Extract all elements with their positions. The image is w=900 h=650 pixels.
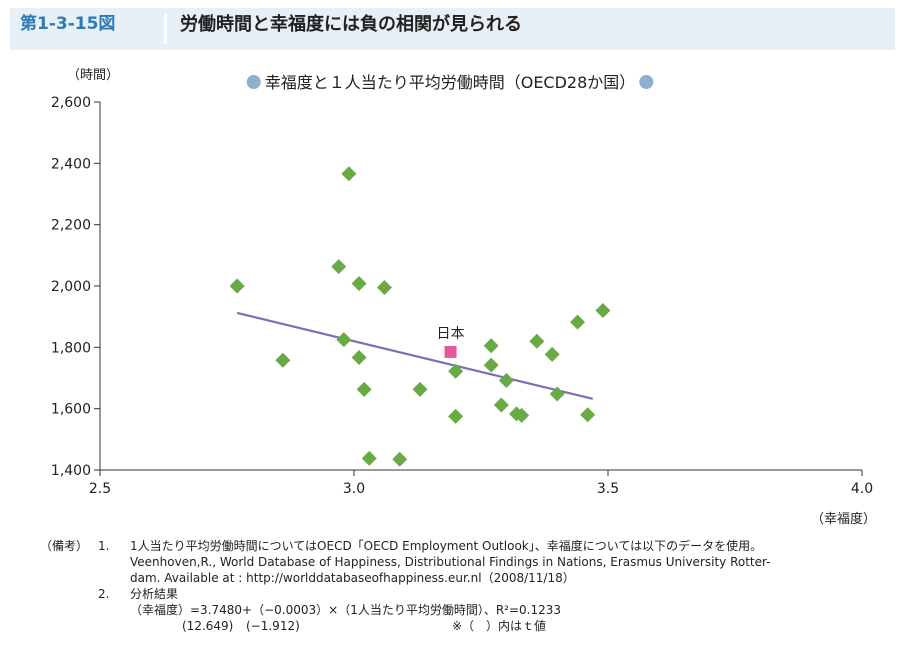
chart-title-group: 幸福度と１人当たり平均労働時間（OECD28か国） bbox=[246, 73, 654, 92]
data-point bbox=[498, 372, 514, 388]
regression-formula: （幸福度）=3.7480+（−0.0003）×（1人当たり平均労働時間）、R²=… bbox=[130, 603, 562, 617]
x-tick-label: 4.0 bbox=[851, 481, 873, 497]
y-tick-label: 2,200 bbox=[51, 218, 91, 234]
t-values-line: (12.649) (−1.912) ※（ ）内はｔ値 bbox=[40, 618, 890, 634]
notes-section: （備考） 1. 1人当たり平均労働時間についてはOECD「OECD Employ… bbox=[40, 538, 890, 634]
data-point bbox=[514, 407, 530, 423]
figure-number: 第1-3-15図 bbox=[20, 14, 116, 34]
t-value: (−1.912) bbox=[246, 619, 300, 633]
data-point bbox=[549, 386, 565, 402]
note-number: 2. bbox=[98, 587, 110, 601]
figure-title: 労働時間と幸福度には負の相関が見られる bbox=[180, 14, 522, 35]
note-text: 分析結果 bbox=[130, 587, 179, 601]
data-point bbox=[448, 408, 464, 424]
figure-header: 第1-3-15図 労働時間と幸福度には負の相関が見られる bbox=[10, 8, 895, 50]
data-point bbox=[570, 314, 586, 330]
data-point bbox=[361, 450, 377, 466]
data-point bbox=[341, 166, 357, 182]
data-point bbox=[493, 397, 509, 413]
y-tick-label: 2,400 bbox=[51, 156, 91, 172]
title-bullet-right bbox=[639, 75, 654, 89]
point-label: 日本 bbox=[437, 326, 465, 342]
data-point bbox=[229, 278, 245, 294]
data-point bbox=[356, 381, 372, 397]
notes-head: （備考） bbox=[40, 539, 89, 553]
note-number: 1. bbox=[98, 539, 110, 553]
x-tick-label: 3.0 bbox=[343, 481, 365, 497]
note-text: 1人当たり平均労働時間についてはOECD「OECD Employment Out… bbox=[130, 539, 763, 553]
header-divider bbox=[164, 14, 167, 44]
x-tick-label: 2.5 bbox=[89, 481, 111, 497]
data-point bbox=[483, 357, 499, 373]
data-point bbox=[351, 276, 367, 292]
data-point bbox=[529, 333, 545, 349]
y-tick-label: 1,600 bbox=[51, 402, 91, 418]
data-point bbox=[336, 332, 352, 348]
note-text: Veenhoven,R., World Database of Happines… bbox=[130, 555, 771, 569]
t-value: (12.649) bbox=[182, 619, 234, 633]
y-tick-label: 2,000 bbox=[51, 279, 91, 295]
data-point bbox=[544, 346, 560, 362]
note-item-2: 2. 分析結果 bbox=[40, 586, 890, 602]
data-point bbox=[392, 451, 408, 467]
y-tick-label: 1,400 bbox=[51, 463, 91, 479]
title-bullet-left bbox=[246, 75, 261, 89]
note-text: dam. Available at : http://worlddatabase… bbox=[130, 571, 575, 585]
data-point bbox=[580, 407, 596, 423]
trend-line bbox=[236, 311, 594, 400]
japan-data-point bbox=[444, 345, 457, 358]
x-tick-label: 3.5 bbox=[597, 481, 619, 497]
data-point bbox=[483, 338, 499, 354]
data-point bbox=[376, 280, 392, 296]
y-axis-label: （時間） bbox=[67, 68, 119, 83]
scatter-chart: 幸福度と１人当たり平均労働時間（OECD28か国） （時間） （幸福度） 1,4… bbox=[51, 68, 876, 527]
data-point bbox=[351, 349, 367, 365]
note-item-1: （備考） 1. 1人当たり平均労働時間についてはOECD「OECD Employ… bbox=[40, 538, 890, 554]
data-point bbox=[412, 381, 428, 397]
data-point bbox=[275, 352, 291, 368]
data-points: 日本 bbox=[229, 166, 611, 467]
chart-title: 幸福度と１人当たり平均労働時間（OECD28か国） bbox=[265, 73, 636, 92]
data-point bbox=[448, 363, 464, 379]
y-tick-label: 2,600 bbox=[51, 95, 91, 111]
y-ticks: 1,400 1,600 1,800 2,000 2,200 2,400 2,600 bbox=[51, 95, 100, 479]
x-axis-label: （幸福度） bbox=[811, 511, 876, 527]
data-point bbox=[331, 259, 347, 275]
y-tick-label: 1,800 bbox=[51, 340, 91, 356]
x-ticks: 2.5 3.0 3.5 4.0 bbox=[89, 470, 873, 497]
t-value-note: ※（ ）内はｔ値 bbox=[452, 619, 547, 633]
data-point bbox=[595, 303, 611, 319]
